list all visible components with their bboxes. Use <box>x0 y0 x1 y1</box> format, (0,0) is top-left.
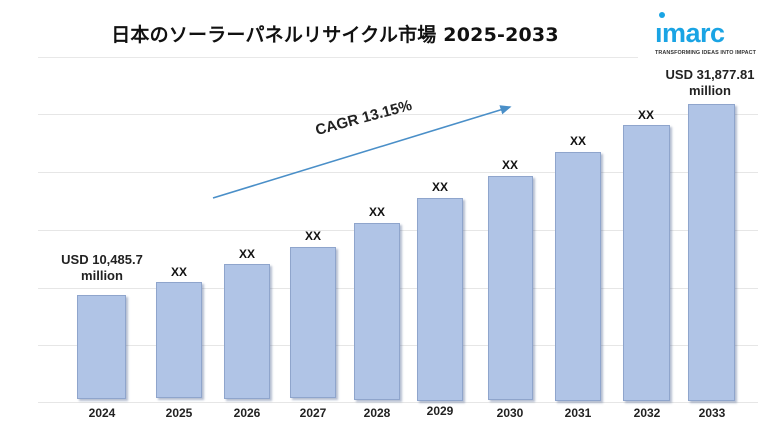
bar-value-label: XX <box>238 247 255 261</box>
bar-2032[interactable] <box>623 125 670 401</box>
logo-word: ımarc <box>655 18 725 48</box>
bar-2026[interactable] <box>224 264 270 399</box>
x-axis-label: 2025 <box>165 406 193 420</box>
bar-2024[interactable] <box>77 295 126 399</box>
x-axis-label: 2031 <box>564 406 592 420</box>
gridline <box>38 114 758 115</box>
chart-title: 日本のソーラーパネルリサイクル市場 2025-2033 <box>111 24 559 46</box>
gridline <box>38 172 758 173</box>
bar-2033[interactable] <box>688 104 735 401</box>
x-axis-label: 2030 <box>496 406 524 420</box>
imarc-logo: ımarc TRANSFORMING IDEAS INTO IMPACT <box>655 10 761 58</box>
bar-value-label: XX <box>637 108 654 122</box>
bar-2028[interactable] <box>354 223 400 400</box>
logo-tagline: TRANSFORMING IDEAS INTO IMPACT <box>655 50 757 56</box>
bar-value-label: XX <box>501 158 518 172</box>
start-value-unit: million <box>81 268 123 283</box>
bar-2031[interactable] <box>555 152 601 401</box>
logo-dot-icon <box>659 12 665 18</box>
bar-value-label: XX <box>368 205 385 219</box>
x-axis-label: 2027 <box>299 406 327 420</box>
bar-2027[interactable] <box>290 247 336 398</box>
header-separator <box>38 57 638 58</box>
x-axis-label: 2028 <box>363 406 391 420</box>
end-value-amount: USD 31,877.81 <box>665 67 755 82</box>
x-axis-label: 2026 <box>233 406 261 420</box>
bar-value-label: XX <box>304 229 321 243</box>
x-axis-label: 2033 <box>698 406 726 420</box>
bar-2029[interactable] <box>417 198 463 401</box>
end-value-callout: USD 31,877.81 million <box>654 67 766 99</box>
x-axis-label: 2032 <box>633 406 661 420</box>
bar-value-label: XX <box>170 265 187 279</box>
x-axis-label: 2024 <box>88 406 116 420</box>
x-axis-label: 2029 <box>426 404 454 418</box>
bar-value-label: XX <box>569 134 586 148</box>
bar-value-label: XX <box>431 180 448 194</box>
end-value-unit: million <box>689 83 731 98</box>
start-value-callout: USD 10,485.7 million <box>50 252 154 284</box>
bar-2025[interactable] <box>156 282 202 398</box>
baseline <box>38 402 758 403</box>
bar-2030[interactable] <box>488 176 533 400</box>
start-value-amount: USD 10,485.7 <box>61 252 143 267</box>
